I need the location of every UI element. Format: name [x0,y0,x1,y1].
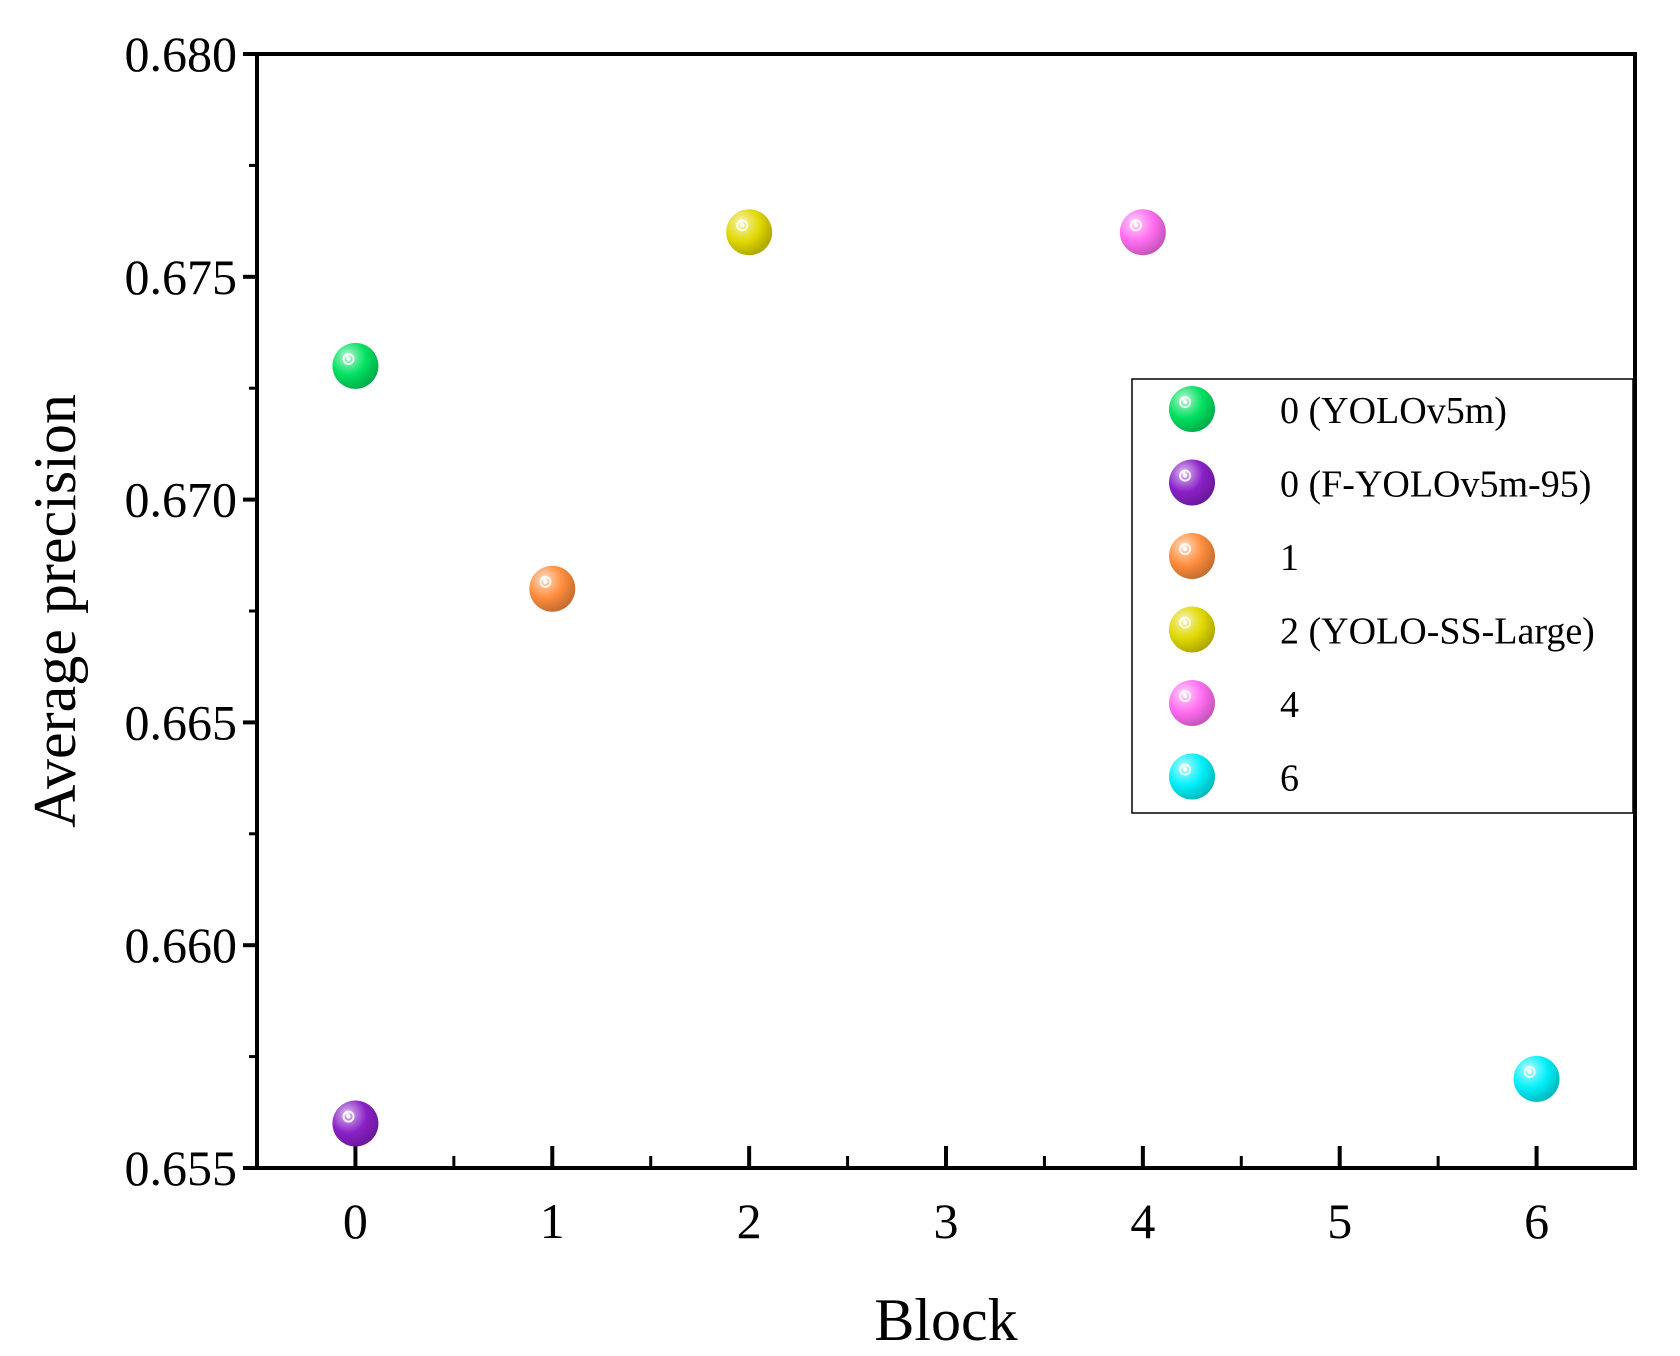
y-axis-ticks: 0.655 0.660 0.665 0.670 0.675 0.680 [125,26,257,1196]
data-point-5 [1513,1055,1560,1102]
legend-marker-0 [1169,386,1215,432]
legend-marker-2 [1169,533,1215,579]
data-point-3 [726,209,773,256]
x-tick-label: 4 [1130,1193,1155,1249]
x-tick-label: 3 [934,1193,959,1249]
legend-label-0: 0 (YOLOv5m) [1280,390,1507,432]
legend-label-3: 2 (YOLO-SS-Large) [1280,611,1595,653]
x-tick-label: 1 [540,1193,565,1249]
y-tick-label: 0.665 [125,694,238,750]
y-tick-label: 0.660 [125,917,238,973]
legend-label-5: 6 [1280,758,1299,800]
y-axis-title: Average precision [22,394,88,828]
legend-label-4: 4 [1280,684,1299,726]
legend-label-2: 1 [1280,537,1299,579]
x-tick-label: 5 [1327,1193,1352,1249]
data-point-4 [1119,209,1166,256]
legend-marker-4 [1169,680,1215,726]
x-axis-ticks: 0 1 2 3 4 5 6 [343,1146,1549,1249]
y-tick-label: 0.675 [125,249,238,305]
legend-marker-1 [1169,459,1215,506]
legend-marker-5 [1169,753,1215,800]
y-tick-label: 0.670 [125,472,238,528]
legend-marker-3 [1169,606,1215,653]
legend: 0 (YOLOv5m) 0 (F-YOLOv5m-95) 1 2 (YOLO-SS-L… [1131,378,1634,814]
x-tick-label: 6 [1524,1193,1549,1249]
legend-box [1131,378,1634,814]
plot-frame [255,52,1637,1170]
data-points [332,209,1560,1147]
data-point-1 [332,1100,379,1147]
y-tick-label: 0.655 [125,1140,238,1196]
data-point-2 [529,565,576,612]
legend-label-1: 0 (F-YOLOv5m-95) [1280,464,1591,506]
y-tick-label: 0.680 [125,26,238,82]
x-tick-label: 0 [343,1193,368,1249]
data-point-0 [332,342,379,389]
x-tick-label: 2 [737,1193,762,1249]
x-axis-title: Block [874,1287,1017,1353]
